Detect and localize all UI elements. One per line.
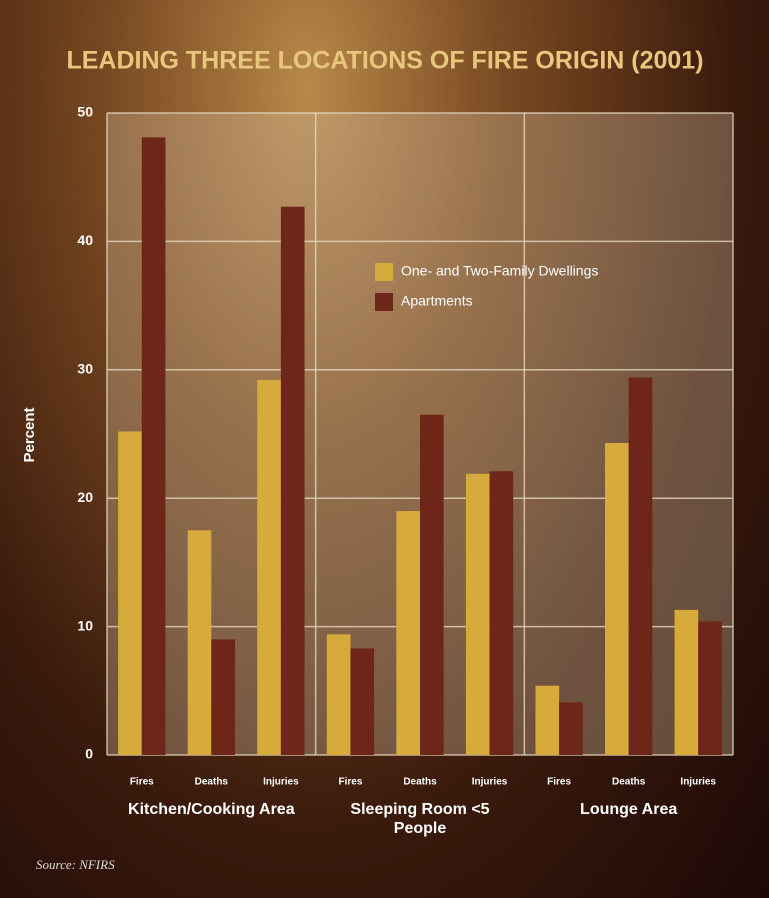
- bar: [257, 380, 281, 755]
- group-label: Lounge Area: [580, 801, 678, 818]
- y-axis-label: Percent: [21, 407, 38, 462]
- x-tick-label: Deaths: [403, 777, 437, 788]
- bar: [605, 442, 629, 755]
- y-tick-label: 30: [77, 361, 93, 377]
- legend-swatch: [375, 263, 393, 281]
- bar: [559, 702, 583, 755]
- bar: [674, 609, 699, 755]
- bar: [698, 621, 722, 755]
- x-tick-label: Fires: [130, 777, 154, 788]
- legend-label: One- and Two-Family Dwellings: [401, 263, 598, 279]
- y-tick-label: 0: [85, 746, 93, 762]
- bar: [211, 639, 235, 755]
- x-tick-label: Deaths: [612, 777, 646, 788]
- y-tick-label: 40: [77, 232, 93, 248]
- y-tick-label: 10: [77, 617, 93, 633]
- source: Source: NFIRS: [36, 857, 115, 872]
- x-tick-label: Injuries: [263, 777, 299, 788]
- bar: [326, 634, 351, 755]
- x-tick-label: Fires: [338, 777, 362, 788]
- x-tick-label: Fires: [547, 777, 571, 788]
- bar: [396, 511, 420, 755]
- bar: [465, 473, 490, 755]
- bar: [489, 471, 514, 755]
- y-tick-label: 50: [77, 104, 93, 120]
- bar: [350, 648, 375, 755]
- bar: [628, 377, 653, 755]
- bar: [118, 431, 142, 755]
- group-label: Sleeping Room <5 People: [350, 801, 490, 837]
- y-tick-label: 20: [77, 489, 93, 505]
- legend-swatch: [375, 293, 393, 311]
- x-tick-label: Deaths: [195, 777, 229, 788]
- x-tick-label: Injuries: [680, 777, 716, 788]
- bar: [187, 530, 212, 755]
- bar: [535, 685, 560, 755]
- chart-title: LEADING THREE LOCATIONS OF FIRE ORIGIN (…: [66, 47, 703, 75]
- bar: [420, 414, 444, 755]
- bar: [141, 137, 166, 755]
- legend-label: Apartments: [401, 293, 473, 309]
- x-tick-label: Injuries: [472, 777, 508, 788]
- bar: [280, 206, 305, 755]
- group-label: Kitchen/Cooking Area: [128, 801, 295, 818]
